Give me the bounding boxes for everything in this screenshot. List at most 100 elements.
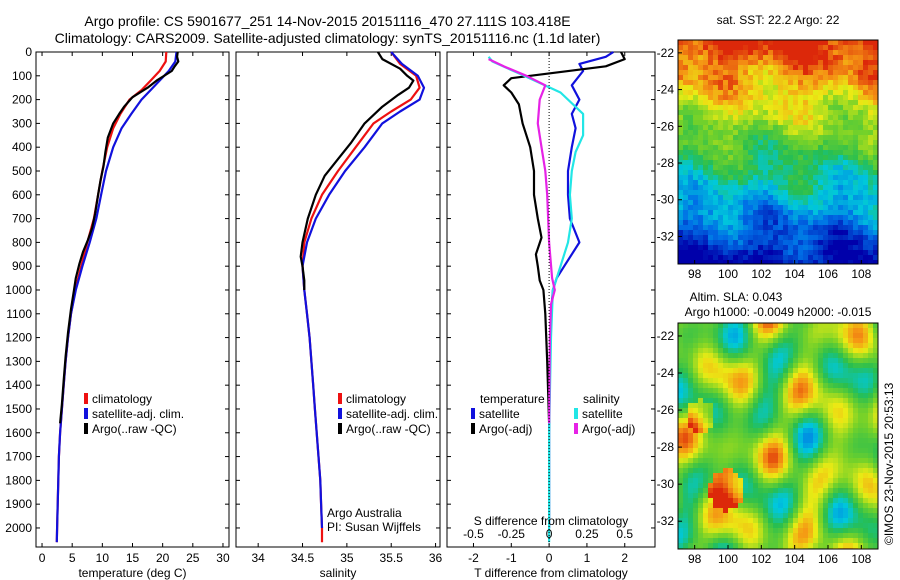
heatmap-cell [853, 110, 859, 116]
heatmap-cell [803, 338, 809, 344]
heatmap-cell [823, 388, 829, 394]
heatmap-cell [718, 125, 724, 131]
heatmap-cell [853, 210, 859, 216]
heatmap-cell [858, 388, 864, 394]
heatmap-cell [713, 95, 719, 101]
heatmap-cell [773, 80, 779, 86]
heatmap-cell [838, 353, 844, 359]
heatmap-cell [768, 393, 774, 399]
heatmap-cell [858, 378, 864, 384]
heatmap-cell [828, 55, 834, 61]
heatmap-cell [788, 348, 794, 354]
heatmap-cell [693, 65, 699, 71]
heatmap-cell [758, 498, 764, 504]
heatmap-cell [688, 220, 694, 226]
sla-map-panel: 98 100 102 104 106 108-22-24-26-28-30-32Altim… [657, 290, 879, 566]
heatmap-cell [778, 473, 784, 479]
heatmap-cell [753, 70, 759, 76]
heatmap-cell [813, 180, 819, 186]
heatmap-cell [798, 383, 804, 389]
heatmap-cell [828, 468, 834, 474]
heatmap-cell [833, 393, 839, 399]
heatmap-cell [758, 358, 764, 364]
heatmap-cell [823, 353, 829, 359]
heatmap-cell [688, 348, 694, 354]
heatmap-cell [858, 338, 864, 344]
heatmap-cell [758, 438, 764, 444]
heatmap-cell [753, 433, 759, 439]
heatmap-cell [713, 353, 719, 359]
heatmap-cell [823, 528, 829, 534]
heatmap-cell [733, 363, 739, 369]
x-tick-label: 25 [186, 551, 200, 565]
heatmap-cell [678, 383, 684, 389]
heatmap-cell [703, 55, 709, 61]
heatmap-cell [753, 120, 759, 126]
heatmap-cell [803, 393, 809, 399]
heatmap-cell [863, 438, 869, 444]
heatmap-cell [723, 453, 729, 459]
heatmap-cell [753, 353, 759, 359]
x-tick-label: 0 [39, 551, 46, 565]
heatmap-cell [868, 463, 874, 469]
heatmap-cell [763, 373, 769, 379]
heatmap-cell [818, 70, 824, 76]
x-tick-label: 20 [156, 551, 170, 565]
heatmap-cell [873, 215, 879, 221]
heatmap-cell [748, 458, 754, 464]
heatmap-cell [713, 65, 719, 71]
heatmap-cell [808, 85, 814, 91]
heatmap-cell [868, 433, 874, 439]
heatmap-cell [783, 463, 789, 469]
heatmap-cell [813, 210, 819, 216]
heatmap-cell [748, 105, 754, 111]
heatmap-cell [678, 453, 684, 459]
heatmap-cell [748, 80, 754, 86]
heatmap-cell [828, 205, 834, 211]
heatmap-cell [723, 250, 729, 256]
heatmap-cell [713, 508, 719, 514]
heatmap-cell [778, 210, 784, 216]
heatmap-cell [858, 533, 864, 539]
heatmap-cell [733, 528, 739, 534]
heatmap-cell [693, 250, 699, 256]
heatmap-cell [858, 180, 864, 186]
heatmap-cell [803, 368, 809, 374]
heatmap-cell [798, 463, 804, 469]
heatmap-cell [843, 468, 849, 474]
heatmap-cell [738, 363, 744, 369]
heatmap-cell [863, 543, 869, 549]
heatmap-cell [753, 225, 759, 231]
x-axis-label: temperature (deg C) [78, 566, 186, 580]
heatmap-cell [833, 348, 839, 354]
heatmap-cell [873, 513, 879, 519]
heatmap-cell [678, 150, 684, 156]
heatmap-cell [713, 145, 719, 151]
heatmap-cell [828, 45, 834, 51]
heatmap-cell [858, 260, 864, 265]
heatmap-cell [753, 513, 759, 519]
heatmap-cell [873, 95, 879, 101]
heatmap-cell [743, 45, 749, 51]
heatmap-cell [683, 220, 689, 226]
heatmap-cell [848, 245, 854, 251]
heatmap-cell [743, 398, 749, 404]
heatmap-cell [678, 473, 684, 479]
heatmap-cell [758, 523, 764, 529]
heatmap-cell [778, 508, 784, 514]
heatmap-cell [853, 388, 859, 394]
heatmap-cell [858, 443, 864, 449]
heatmap-cell [763, 338, 769, 344]
heatmap-cell [783, 333, 789, 339]
heatmap-cell [798, 235, 804, 241]
heatmap-cell [813, 255, 819, 261]
heatmap-cell [728, 210, 734, 216]
heatmap-cell [708, 378, 714, 384]
heatmap-cell [823, 378, 829, 384]
heatmap-cell [803, 398, 809, 404]
heatmap-cell [708, 333, 714, 339]
heatmap-cell [743, 130, 749, 136]
heatmap-cell [773, 408, 779, 414]
heatmap-cell [718, 493, 724, 499]
heatmap-cell [683, 388, 689, 394]
